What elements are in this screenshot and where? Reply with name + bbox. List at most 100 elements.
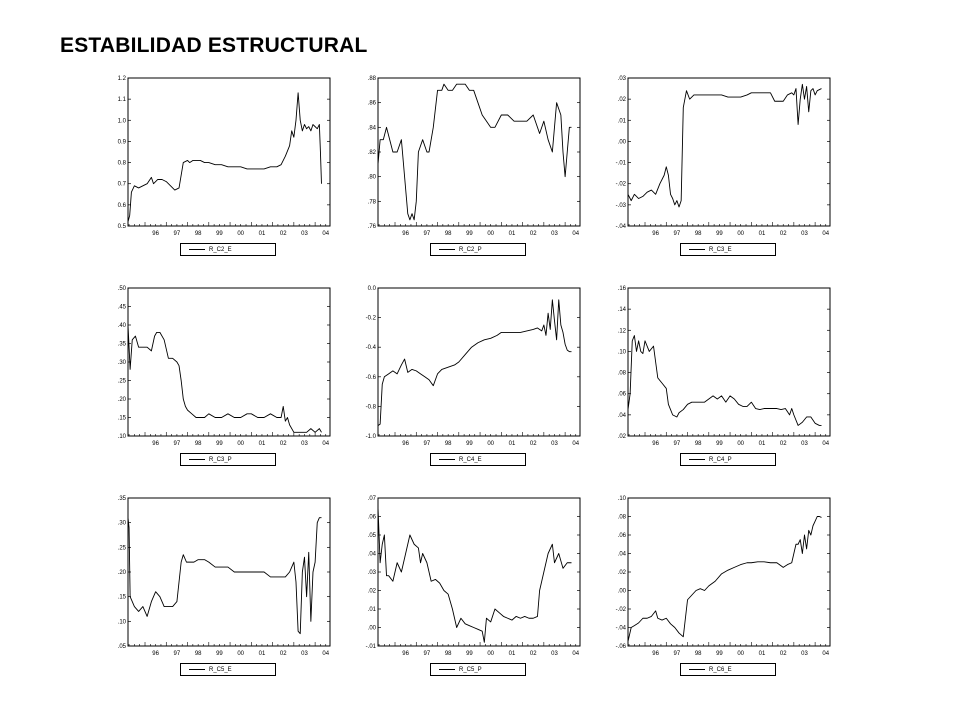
y-tick-label: .08 — [618, 371, 627, 377]
x-tick-label: 02 — [780, 231, 787, 237]
y-tick-label: .06 — [368, 515, 377, 521]
plot-frame — [127, 497, 331, 647]
legend-label: R_C4_E — [459, 456, 482, 463]
chart-panel-r-c3-p: .10 .15 .20 .25 .30 .35 .40 .45 .50 96 97 98 99 00 01 0… — [100, 280, 350, 480]
x-tick-label: 98 — [445, 651, 452, 657]
y-tick-label: 0.8 — [118, 161, 127, 167]
y-tick-label: .02 — [618, 434, 627, 440]
legend-label: R_C3_P — [209, 456, 232, 463]
plot-frame — [377, 497, 581, 647]
y-tick-label: .16 — [618, 286, 627, 292]
x-tick-label: 98 — [695, 231, 702, 237]
x-tick-label: 97 — [174, 441, 181, 447]
y-tick-label: 1.1 — [118, 97, 127, 103]
legend: R_C4_P — [680, 453, 776, 466]
y-tick-label: .00 — [618, 139, 627, 145]
chart-panel-r-c4-e: -1.0 -0.8 -0.6 -0.4 -0.2 0.0 96 97 98 99 00 01 02 03 0… — [350, 280, 600, 480]
x-tick-label: 02 — [530, 441, 537, 447]
series-line — [127, 324, 322, 433]
legend: R_C3_P — [180, 453, 276, 466]
chart-panel-r-c6-e: -.06 -.04 -.02 .00 .02 .04 .06 .08 .10 96 97 98 99 00… — [600, 490, 850, 690]
x-tick-label: 00 — [237, 231, 244, 237]
x-tick-label: 00 — [237, 441, 244, 447]
y-tick-label: .12 — [618, 328, 627, 334]
plot-frame — [627, 497, 831, 647]
series-line — [127, 517, 322, 635]
series-line — [377, 507, 572, 643]
y-tick-label: -0.8 — [366, 404, 377, 410]
chart-panel-r-c5-e: .05.10.15.20.25.30.35 96 97 98 99 00 01 02 03 04 … — [100, 490, 350, 690]
x-tick-label: 96 — [652, 231, 659, 237]
y-tick-label: -.06 — [616, 644, 627, 650]
y-tick-label: -.02 — [616, 607, 627, 613]
legend-line-swatch — [689, 249, 705, 250]
x-tick-label: 02 — [280, 651, 287, 657]
x-tick-label: 97 — [174, 651, 181, 657]
series-line — [377, 83, 572, 221]
x-tick-label: 01 — [759, 441, 766, 447]
x-tick-label: 04 — [322, 651, 329, 657]
x-tick-label: 98 — [695, 651, 702, 657]
y-tick-label: -0.6 — [366, 375, 377, 381]
legend-line-swatch — [189, 249, 205, 250]
legend-label: R_C5_P — [459, 666, 482, 673]
x-tick-label: 01 — [259, 651, 266, 657]
legend-line-swatch — [439, 669, 455, 670]
legend: R_C4_E — [430, 453, 526, 466]
x-tick-label: 04 — [572, 231, 579, 237]
plot-frame — [627, 287, 831, 437]
y-tick-label: 0.9 — [118, 139, 127, 145]
x-tick-label: 00 — [237, 651, 244, 657]
x-tick-label: 00 — [737, 651, 744, 657]
y-tick-label: .88 — [368, 76, 377, 82]
y-tick-label: .35 — [118, 342, 127, 348]
y-tick-label: .10 — [618, 349, 627, 355]
series-line — [377, 299, 572, 427]
y-tick-label: 0.5 — [118, 224, 127, 230]
y-tick-label: .30 — [118, 521, 127, 527]
legend: R_C2_P — [430, 243, 526, 256]
y-tick-label: .10 — [118, 619, 127, 625]
line-chart: 0.5 0.6 0.7 0.8 0.9 1.0 1.1 1.2 96 97 98 99 00 01 02 03… — [118, 76, 331, 237]
x-tick-label: 96 — [652, 651, 659, 657]
y-tick-label: -0.4 — [366, 345, 377, 351]
x-tick-label: 97 — [424, 231, 431, 237]
y-tick-label: .35 — [118, 496, 127, 502]
x-tick-label: 01 — [509, 651, 516, 657]
x-tick-label: 99 — [716, 231, 723, 237]
x-tick-label: 03 — [301, 441, 308, 447]
plot-frame — [627, 77, 831, 227]
x-tick-label: 96 — [152, 231, 159, 237]
y-tick-label: .30 — [118, 360, 127, 366]
legend: R_C2_E — [180, 243, 276, 256]
y-tick-label: .25 — [118, 379, 127, 385]
legend-label: R_C4_P — [709, 456, 732, 463]
legend: R_C5_P — [430, 663, 526, 676]
page-title: ESTABILIDAD ESTRUCTURAL — [60, 34, 368, 57]
y-tick-label: .10 — [618, 496, 627, 502]
y-tick-label: -.01 — [616, 161, 627, 167]
x-tick-label: 99 — [216, 651, 223, 657]
x-tick-label: 99 — [716, 651, 723, 657]
x-tick-label: 96 — [152, 441, 159, 447]
y-tick-label: .02 — [368, 589, 377, 595]
legend-label: R_C3_E — [709, 246, 732, 253]
x-tick-label: 04 — [322, 231, 329, 237]
y-tick-label: 0.0 — [368, 286, 377, 292]
line-chart: -.01 .00 .01 .02 .03 .04 .05 .06 .07 96 97 98 99 00 01… — [366, 496, 581, 657]
y-tick-label: -.01 — [366, 644, 377, 650]
x-tick-label: 97 — [674, 231, 681, 237]
x-tick-label: 99 — [466, 231, 473, 237]
y-tick-label: .10 — [118, 434, 127, 440]
x-tick-label: 00 — [487, 651, 494, 657]
y-tick-label: .06 — [618, 533, 627, 539]
legend-line-swatch — [189, 669, 205, 670]
x-tick-label: 98 — [695, 441, 702, 447]
x-tick-label: 04 — [572, 651, 579, 657]
y-tick-label: .01 — [618, 118, 627, 124]
x-tick-label: 96 — [402, 441, 409, 447]
line-chart: -.06 -.04 -.02 .00 .02 .04 .06 .08 .10 96 97 98 99 00… — [616, 496, 831, 657]
legend-line-swatch — [439, 249, 455, 250]
x-tick-label: 03 — [301, 651, 308, 657]
x-tick-label: 03 — [801, 651, 808, 657]
